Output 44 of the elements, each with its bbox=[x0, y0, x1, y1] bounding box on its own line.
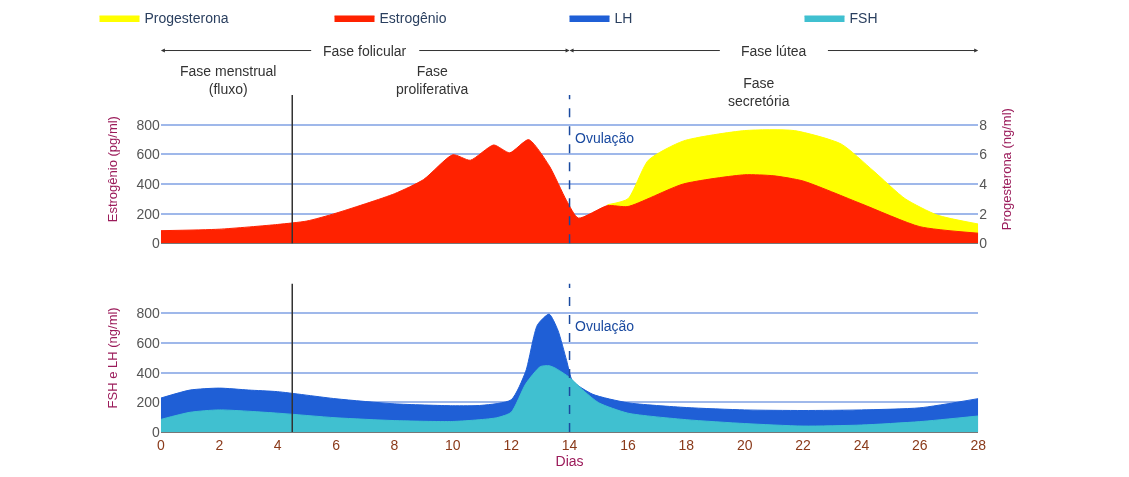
y-tick-label: 400 bbox=[136, 175, 161, 192]
ref-line-label: Ovulação bbox=[575, 318, 635, 334]
x-tick-label: 16 bbox=[620, 436, 636, 453]
y2-tick-label: 8 bbox=[979, 116, 988, 133]
legend-label: FSH bbox=[849, 10, 878, 27]
y-tick-label: 400 bbox=[136, 364, 161, 381]
x-tick-label: 28 bbox=[970, 436, 987, 453]
x-tick-label: 22 bbox=[795, 436, 812, 453]
x-tick-label: 2 bbox=[215, 436, 224, 453]
text: Fase folicular bbox=[323, 43, 407, 59]
y2-tick-label: 6 bbox=[979, 146, 988, 163]
x-tick-label: 12 bbox=[503, 436, 520, 453]
x-tick-label: 26 bbox=[912, 436, 928, 453]
x-tick-label: 4 bbox=[273, 436, 282, 453]
x-tick-label: 18 bbox=[678, 436, 695, 453]
legend-label: Progesterona bbox=[144, 10, 229, 27]
x-tick-label: 10 bbox=[445, 436, 461, 453]
x-tick-label: 6 bbox=[332, 436, 341, 453]
y-tick-label: 0 bbox=[152, 423, 161, 440]
y2-tick-label: 4 bbox=[979, 175, 988, 192]
y2-tick-label: 2 bbox=[979, 205, 988, 222]
y-tick-label: 600 bbox=[136, 334, 161, 351]
x-axis-title: Dias bbox=[555, 452, 584, 469]
annotation: Fase proliferativa bbox=[396, 63, 469, 98]
y-tick-label: 200 bbox=[136, 394, 161, 411]
x-tick-label: 24 bbox=[853, 436, 870, 453]
legend-label: Estrogênio bbox=[379, 10, 447, 27]
x-tick-label: 20 bbox=[736, 436, 753, 453]
y-tick-label: 200 bbox=[136, 205, 161, 222]
annotation: Fase menstrual (fluxo) bbox=[180, 63, 277, 98]
x-tick-label: 14 bbox=[561, 436, 578, 453]
annotation: Fase secretória bbox=[728, 75, 790, 110]
y-tick-label: 800 bbox=[136, 116, 161, 133]
legend-label: LH bbox=[614, 10, 633, 27]
y-tick-label: 0 bbox=[152, 235, 161, 252]
x-tick-label: 8 bbox=[390, 436, 399, 453]
y-tick-label: 800 bbox=[136, 305, 161, 322]
y-tick-label: 600 bbox=[136, 146, 161, 163]
y-axis-title: Estrogênio (pg/ml) bbox=[105, 116, 121, 223]
y2-tick-label: 0 bbox=[979, 235, 988, 252]
ref-line-label: Ovulação bbox=[575, 130, 635, 146]
y2-axis-title: Progesterona (ng/ml) bbox=[998, 108, 1014, 231]
text: Fase lútea bbox=[741, 43, 807, 59]
y-axis-title: FSH e LH (ng/ml) bbox=[105, 307, 121, 409]
